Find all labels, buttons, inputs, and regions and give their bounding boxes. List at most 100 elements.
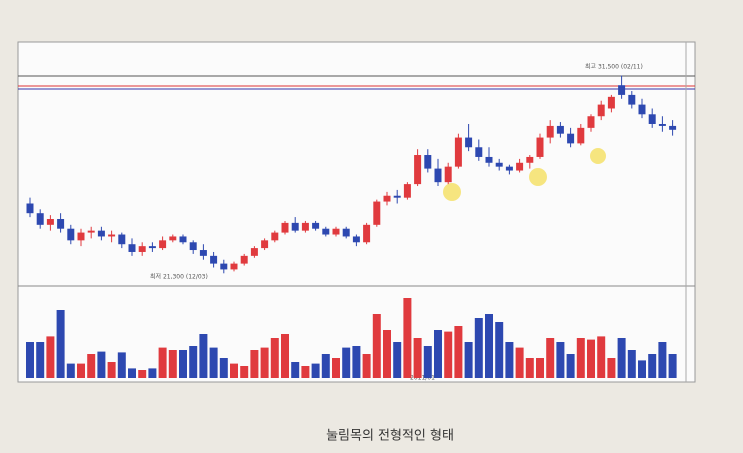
candle-body [403,184,411,198]
volume-bar [352,346,361,378]
x-tick-label: 2011/01 [410,375,435,382]
volume-bar [46,336,55,378]
volume-bar [36,342,45,378]
volume-bar [107,362,116,378]
low-annotation: 최저 21,300 (12/03) [150,273,208,281]
volume-bar [607,358,616,378]
candle-body [485,156,493,163]
candle-body [465,137,473,148]
volume-bar [311,363,320,378]
candle-body [587,116,595,128]
candle-body [281,222,289,233]
candle-body [301,222,309,231]
candle-body [169,236,177,241]
candle-body [261,240,269,249]
candle-body [363,224,371,243]
volume-bar [87,354,96,378]
candle-body [567,133,575,144]
candle-body [536,137,544,157]
candle-body [322,228,330,235]
volume-bar [230,363,238,378]
candle-body [230,263,238,270]
volume-bar [240,366,249,378]
volume-bar [209,347,218,378]
candle-body [199,250,207,256]
volume-bar [668,354,677,378]
volume-bar [250,350,259,378]
volume-bar [434,330,442,378]
volume-bar [546,338,555,378]
candle-body [67,228,75,241]
candle-body [159,240,167,249]
highlight [443,183,461,201]
volume-bar [117,352,126,378]
highlight [529,168,547,186]
candle-body [658,123,666,126]
candle-body [312,222,320,229]
candle-body [87,230,95,233]
volume-bar [576,338,585,378]
volume-bar [332,358,340,378]
candle-body [97,230,105,237]
candle-body [454,137,462,167]
volume-bar [362,354,371,378]
volume-bar [617,338,626,378]
volume-bar [454,326,463,378]
volume-bar [587,339,595,378]
candle-body [352,236,360,243]
candle-body [36,213,44,225]
volume-bar [413,338,422,378]
candle-body [618,85,626,95]
volume-bar [423,346,432,378]
candle-body [495,162,503,167]
candle-body [220,263,228,270]
candle-body [46,219,54,225]
candle-body [373,201,381,225]
volume-bar [485,314,493,378]
volume-bar [270,338,279,378]
candle-body [546,125,554,138]
volume-bar [566,354,575,378]
candle-body [271,232,279,241]
volume-bar [342,347,351,378]
volume-bar [403,298,412,378]
candle-body [597,104,605,117]
volume-bar [219,358,228,378]
candle-body [240,255,248,264]
volume-bar [138,370,147,378]
volume-bar [495,322,504,378]
candle-body [577,127,585,144]
candle-body [393,195,401,198]
high-annotation: 최고 31,500 (02/11) [585,63,643,71]
volume-bar [291,362,300,378]
candle-body [108,234,116,237]
candle-body [444,166,452,183]
volume-bar [638,360,646,378]
volume-bar [321,354,330,378]
caption: 눌림목의 전형적인 형태 [326,429,454,444]
candle-body [77,232,85,241]
volume-bar [393,342,402,378]
candle-body [179,236,187,243]
volume-bar [474,318,483,378]
volume-bar [260,347,269,378]
candle-body [648,114,656,124]
candle-body [118,234,126,245]
candle-body [332,228,340,235]
volume-bar [556,342,565,378]
volume-bar [525,358,534,378]
candle-body [250,248,258,256]
candle-body [342,228,350,237]
candle-body [434,168,442,183]
volume-bar [444,331,453,378]
volume-bar [148,368,157,378]
volume-bar [179,350,187,378]
volume-bar [26,342,34,378]
volume-bar [281,334,289,378]
candle-body [148,246,156,249]
volume-bar [627,350,636,378]
candle-body [556,125,564,134]
candle-body [414,155,422,185]
candle-body [138,246,146,252]
